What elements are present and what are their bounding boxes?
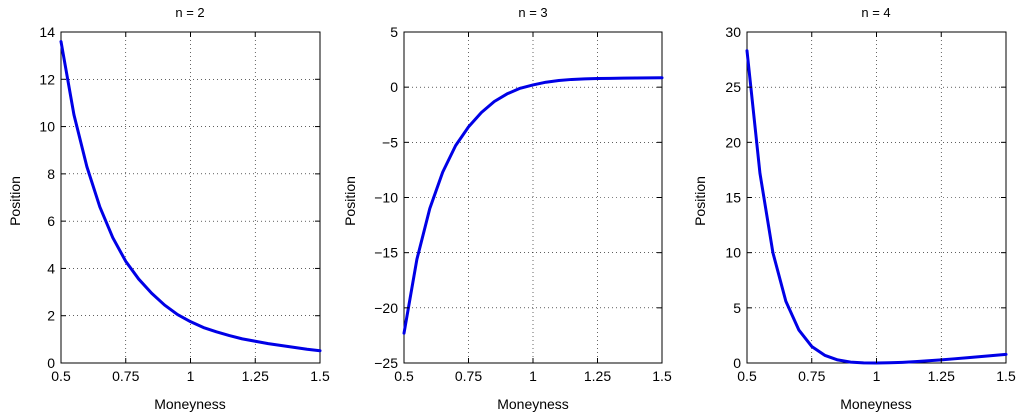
x-tick-label: 0.75 <box>798 368 825 384</box>
y-tick-label: −15 <box>374 245 398 261</box>
y-tick-label: 0 <box>47 355 55 371</box>
x-tick-label: 1.5 <box>652 368 672 384</box>
x-tick-label: 0.75 <box>455 368 482 384</box>
y-tick-label: 0 <box>733 355 741 371</box>
y-tick-label: 12 <box>39 71 55 87</box>
x-tick-label: 1.25 <box>928 368 955 384</box>
y-tick-label: 20 <box>725 134 741 150</box>
y-tick-label: 10 <box>39 119 55 135</box>
axis-ticks: 0.5 0.75 1 1.25 1.5 0 5 10 15 20 25 30 <box>725 24 1016 384</box>
chart-title: n = 2 <box>175 5 204 20</box>
x-tick-label: 1 <box>187 368 195 384</box>
x-tick-label: 0.5 <box>737 368 757 384</box>
y-tick-label: −25 <box>374 355 398 371</box>
y-tick-label: 5 <box>390 24 398 40</box>
y-tick-label: 5 <box>733 300 741 316</box>
x-tick-label: 1 <box>873 368 881 384</box>
y-tick-label: 6 <box>47 213 55 229</box>
x-axis-title: Moneyness <box>497 396 569 412</box>
axis-ticks: 0.5 0.75 1 1.25 1.5 0 2 4 6 8 10 12 14 <box>39 24 330 384</box>
y-tick-label: 15 <box>725 190 741 206</box>
x-axis-title: Moneyness <box>840 396 912 412</box>
x-tick-label: 1.5 <box>996 368 1016 384</box>
y-tick-label: 14 <box>39 24 55 40</box>
series-line <box>402 76 664 335</box>
grid <box>404 32 662 363</box>
x-axis-title: Moneyness <box>154 396 226 412</box>
y-tick-label: −5 <box>382 134 398 150</box>
y-axis-title: Position <box>7 176 23 226</box>
chart-title: n = 4 <box>861 5 890 20</box>
grid <box>61 32 320 363</box>
x-tick-label: 1.25 <box>584 368 611 384</box>
chart-panel-n3: n = 3 Position Moneyness 0.5 0.75 1 1.25 1.5… <box>342 5 672 412</box>
y-axis-title: Position <box>342 176 358 226</box>
y-tick-label: 8 <box>47 166 55 182</box>
x-tick-label: 1.5 <box>310 368 330 384</box>
plot-frame <box>60 31 321 364</box>
y-tick-label: 4 <box>47 260 55 276</box>
y-tick-label: 25 <box>725 79 741 95</box>
y-tick-label: −20 <box>374 300 398 316</box>
series-line <box>59 39 322 353</box>
y-tick-label: 10 <box>725 245 741 261</box>
x-tick-label: 1.25 <box>242 368 269 384</box>
x-tick-label: 0.5 <box>51 368 71 384</box>
chart-title: n = 3 <box>518 5 547 20</box>
y-tick-label: 0 <box>390 79 398 95</box>
chart-panel-n4: n = 4 Position Moneyness 0.5 0.75 1 1.25 1.5… <box>692 5 1016 412</box>
x-tick-label: 0.75 <box>112 368 139 384</box>
y-axis-title: Position <box>692 176 708 226</box>
chart-panel-n2: n = 2 Position Moneyness 0.5 0.75 1 1.25 1.5… <box>7 5 330 412</box>
axis-ticks: 0.5 0.75 1 1.25 1.5 −25 −20 −15 −10 −5 0 5 <box>374 24 672 384</box>
y-tick-label: 2 <box>47 308 55 324</box>
grid <box>747 32 1006 363</box>
x-tick-label: 1 <box>529 368 537 384</box>
y-tick-label: −10 <box>374 190 398 206</box>
y-tick-label: 30 <box>725 24 741 40</box>
x-tick-label: 0.5 <box>394 368 414 384</box>
